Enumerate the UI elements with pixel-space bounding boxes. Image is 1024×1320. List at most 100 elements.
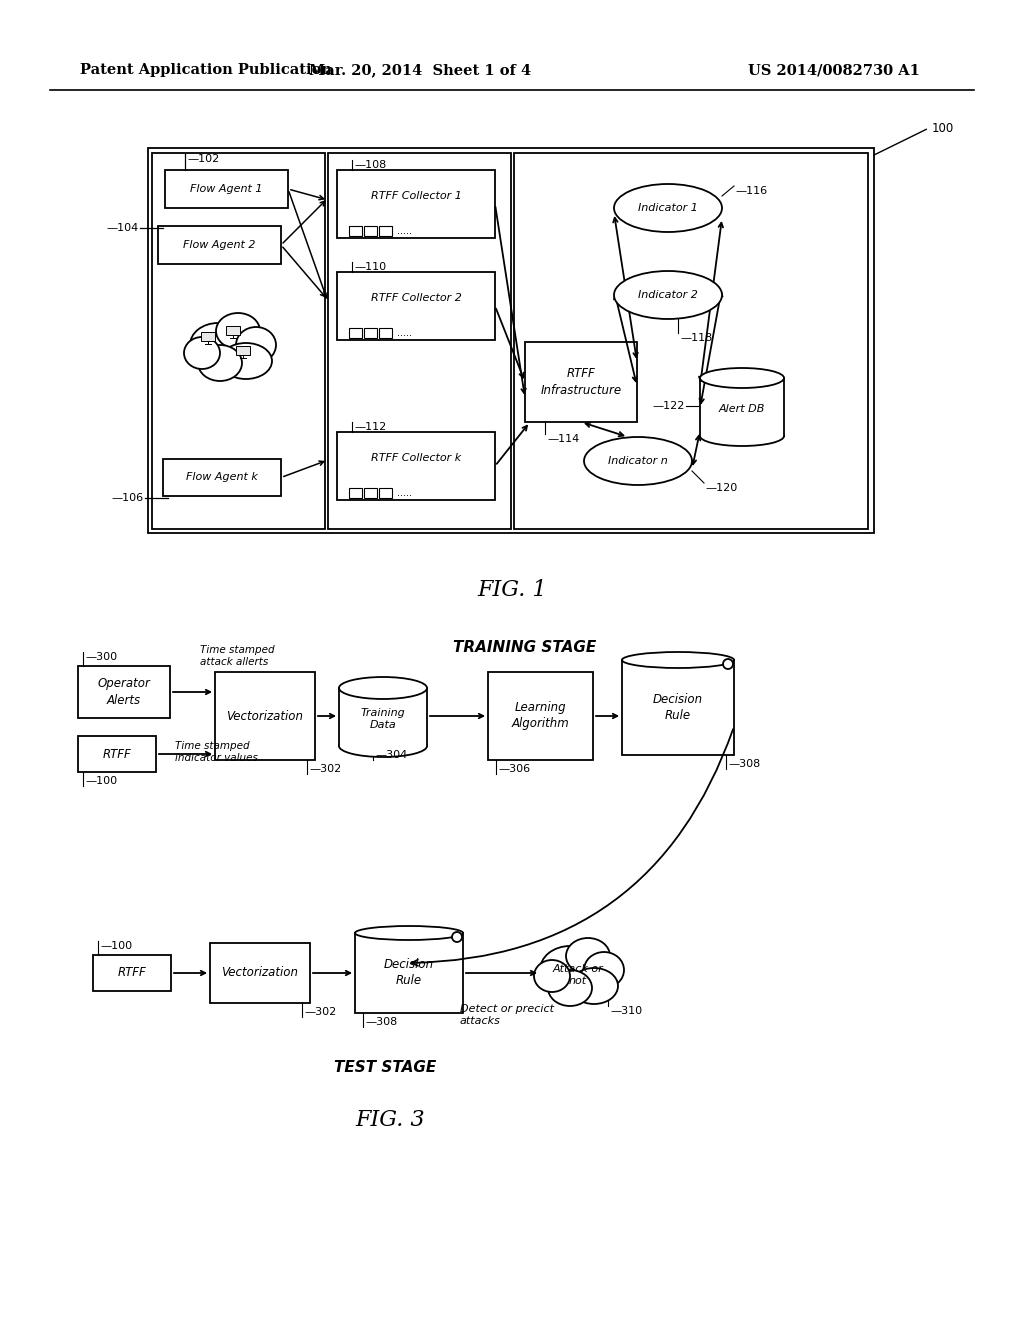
- Text: —106: —106: [112, 492, 144, 503]
- Bar: [379, 488, 392, 498]
- Text: Decision
Rule: Decision Rule: [653, 693, 703, 722]
- Bar: [514, 153, 868, 529]
- Text: FIG. 1: FIG. 1: [477, 579, 547, 601]
- Bar: [215, 672, 315, 760]
- Text: —114: —114: [547, 434, 580, 444]
- Text: .....: .....: [397, 488, 412, 498]
- Bar: [163, 459, 281, 496]
- Text: —102: —102: [187, 154, 219, 164]
- Text: —310: —310: [610, 1006, 642, 1016]
- Text: Flow Agent 1: Flow Agent 1: [190, 183, 263, 194]
- Ellipse shape: [584, 952, 624, 987]
- Text: —120: —120: [705, 483, 737, 492]
- Text: RTFF: RTFF: [118, 966, 146, 979]
- Ellipse shape: [622, 652, 734, 668]
- Bar: [355, 933, 463, 1012]
- Text: RTFF Collector k: RTFF Collector k: [371, 453, 461, 463]
- Ellipse shape: [540, 946, 600, 994]
- Bar: [165, 170, 288, 209]
- Text: Mar. 20, 2014  Sheet 1 of 4: Mar. 20, 2014 Sheet 1 of 4: [309, 63, 531, 77]
- Bar: [226, 326, 240, 335]
- Text: —110: —110: [354, 261, 386, 272]
- Text: —108: —108: [354, 160, 386, 170]
- Text: —104: —104: [106, 223, 139, 234]
- Ellipse shape: [339, 677, 427, 700]
- Text: RTFF Collector 2: RTFF Collector 2: [371, 293, 462, 302]
- Ellipse shape: [723, 659, 733, 669]
- Bar: [210, 942, 310, 1003]
- Text: RTFF: RTFF: [102, 747, 131, 760]
- Ellipse shape: [339, 735, 427, 756]
- Text: 100: 100: [932, 121, 954, 135]
- Ellipse shape: [570, 968, 618, 1005]
- Text: —122: —122: [652, 401, 685, 411]
- Text: Alert DB: Alert DB: [719, 404, 765, 414]
- Polygon shape: [339, 688, 427, 746]
- Polygon shape: [700, 378, 784, 436]
- Bar: [337, 272, 495, 341]
- Text: —308: —308: [728, 759, 760, 770]
- Text: Time stamped
indicator values: Time stamped indicator values: [175, 741, 258, 763]
- Text: Patent Application Publication: Patent Application Publication: [80, 63, 332, 77]
- Text: —300: —300: [85, 652, 117, 663]
- Text: Time stamped
attack allerts: Time stamped attack allerts: [200, 644, 274, 667]
- Text: Operator
Alerts: Operator Alerts: [97, 677, 151, 706]
- Ellipse shape: [534, 960, 570, 993]
- Ellipse shape: [216, 313, 260, 348]
- Text: —308: —308: [365, 1016, 397, 1027]
- Bar: [525, 342, 637, 422]
- Bar: [349, 226, 362, 236]
- Ellipse shape: [614, 271, 722, 319]
- Ellipse shape: [184, 337, 220, 370]
- Text: Decision
Rule: Decision Rule: [384, 958, 434, 987]
- Bar: [379, 327, 392, 338]
- Text: —302: —302: [309, 764, 341, 774]
- Text: —306: —306: [498, 764, 530, 774]
- Ellipse shape: [236, 327, 276, 363]
- Text: —118: —118: [680, 333, 713, 343]
- Ellipse shape: [700, 426, 784, 446]
- Bar: [148, 148, 874, 533]
- Text: Learning
Algorithm: Learning Algorithm: [512, 701, 569, 730]
- Text: Vectorization: Vectorization: [221, 966, 299, 979]
- Text: TRAINING STAGE: TRAINING STAGE: [454, 640, 597, 656]
- Text: .....: .....: [397, 226, 412, 236]
- Text: —302: —302: [304, 1007, 336, 1016]
- Bar: [364, 226, 377, 236]
- Ellipse shape: [452, 932, 462, 942]
- Ellipse shape: [190, 323, 246, 367]
- Text: —112: —112: [354, 422, 386, 432]
- Text: Detect or precict
attacks: Detect or precict attacks: [460, 1003, 554, 1026]
- Text: Flow Agent 2: Flow Agent 2: [183, 240, 256, 249]
- Text: Vectorization: Vectorization: [226, 710, 303, 722]
- Text: —116: —116: [735, 186, 767, 195]
- Text: FIG. 3: FIG. 3: [355, 1109, 425, 1131]
- Ellipse shape: [220, 343, 272, 379]
- Text: —304: —304: [375, 750, 408, 760]
- Text: —100: —100: [100, 941, 132, 950]
- Ellipse shape: [355, 927, 463, 940]
- Bar: [236, 346, 250, 355]
- Text: RTFF
Infrastructure: RTFF Infrastructure: [541, 367, 622, 397]
- Text: .....: .....: [397, 327, 412, 338]
- Bar: [337, 432, 495, 500]
- Text: Training
Data: Training Data: [360, 709, 406, 730]
- Ellipse shape: [198, 345, 242, 381]
- Ellipse shape: [548, 970, 592, 1006]
- Ellipse shape: [700, 368, 784, 388]
- Text: Indicator 1: Indicator 1: [638, 203, 698, 213]
- Text: Flow Agent k: Flow Agent k: [186, 473, 258, 483]
- Bar: [364, 327, 377, 338]
- Text: TEST STAGE: TEST STAGE: [334, 1060, 436, 1076]
- Text: —100: —100: [85, 776, 117, 785]
- Bar: [379, 226, 392, 236]
- Bar: [349, 488, 362, 498]
- Bar: [328, 153, 511, 529]
- Text: Indicator 2: Indicator 2: [638, 290, 698, 300]
- Bar: [201, 333, 215, 341]
- Bar: [93, 954, 171, 991]
- Bar: [364, 488, 377, 498]
- Bar: [152, 153, 325, 529]
- Text: RTFF Collector 1: RTFF Collector 1: [371, 191, 462, 201]
- Bar: [337, 170, 495, 238]
